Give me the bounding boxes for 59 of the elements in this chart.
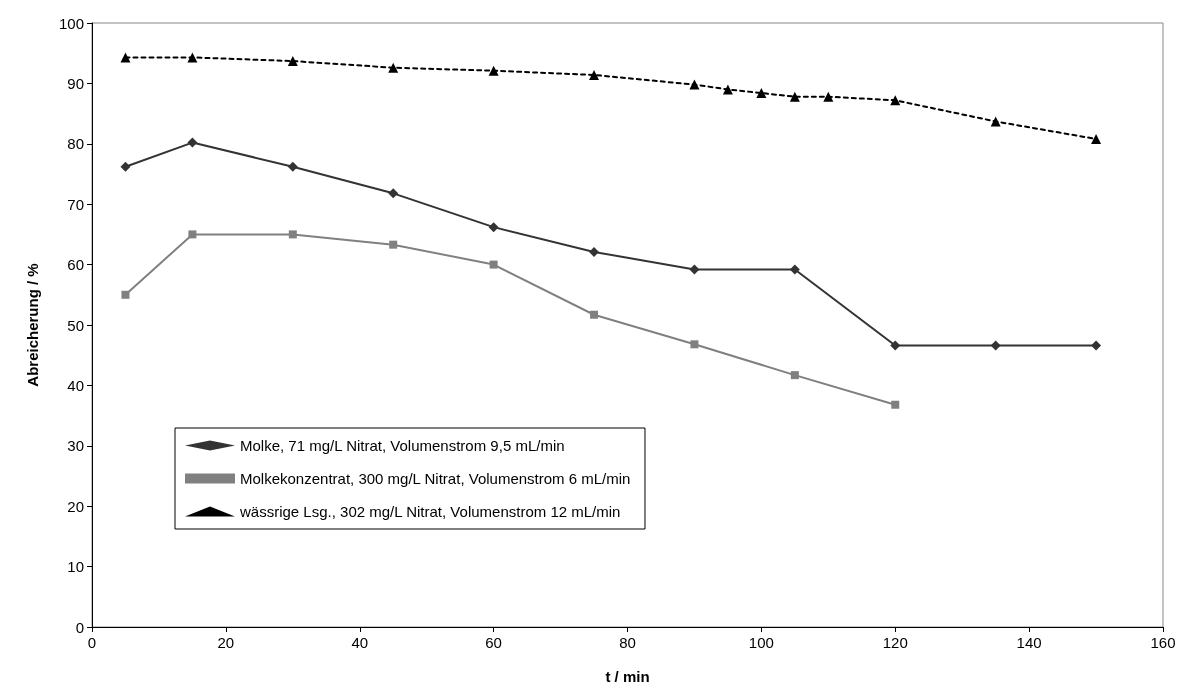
x-tick-label: 80 <box>619 634 636 651</box>
x-tick-label: 100 <box>748 634 774 651</box>
x-axis-title: t / min <box>605 668 650 685</box>
point <box>121 290 130 299</box>
point <box>990 340 1001 351</box>
x-tick-label: 60 <box>485 634 502 651</box>
point <box>388 62 399 73</box>
legend-label: wässrige Lsg., 302 mg/L Nitrat, Volumenstrom 12 mL/min <box>239 503 621 520</box>
point <box>722 84 733 95</box>
x-tick-label: 0 <box>87 634 97 651</box>
point <box>120 52 131 63</box>
point <box>689 264 700 275</box>
point <box>890 340 901 351</box>
x-tick-label: 160 <box>1150 634 1176 651</box>
point <box>891 400 900 409</box>
point <box>823 91 834 102</box>
y-tick-label: 40 <box>67 376 84 394</box>
legend-label: Molkekonzentrat, 300 mg/L Nitrat, Volumenstrom 6 mL/min <box>240 470 631 487</box>
point <box>388 188 399 199</box>
point <box>188 230 197 239</box>
point <box>1091 133 1102 144</box>
y-tick-label: 0 <box>75 618 84 636</box>
point <box>689 79 700 90</box>
y-tick-label: 60 <box>67 256 84 274</box>
x-tick-label: 20 <box>217 634 235 651</box>
point <box>790 371 799 380</box>
legend-label: Molke, 71 mg/L Nitrat, Volumenstrom 9,5 mL/min <box>240 437 565 454</box>
y-tick-label: 80 <box>67 135 84 153</box>
point <box>389 240 398 249</box>
point <box>890 95 901 106</box>
point <box>1091 340 1102 351</box>
point <box>187 52 198 63</box>
y-tick-label: 10 <box>67 558 84 576</box>
point <box>690 340 699 349</box>
point <box>789 91 800 102</box>
point <box>489 260 498 269</box>
y-axis-title: Abreicherung / % <box>24 263 41 387</box>
y-tick-label: 100 <box>58 14 84 32</box>
y-tick-label: 30 <box>67 437 84 455</box>
y-tick-label: 50 <box>67 316 84 334</box>
point <box>590 310 599 319</box>
point <box>789 264 800 275</box>
y-tick-label: 70 <box>67 195 84 213</box>
x-tick-label: 140 <box>1016 634 1042 651</box>
point <box>187 137 198 148</box>
point <box>287 56 298 67</box>
point <box>287 161 298 172</box>
y-tick-label: 20 <box>67 497 84 515</box>
point <box>589 69 600 80</box>
point <box>288 230 297 239</box>
point <box>756 88 767 99</box>
point <box>990 116 1001 127</box>
x-tick-label: 40 <box>351 634 369 651</box>
point <box>488 222 499 233</box>
point <box>488 65 499 76</box>
y-tick-label: 90 <box>67 74 84 92</box>
x-tick-label: 120 <box>882 634 908 651</box>
point <box>120 161 131 172</box>
point <box>589 246 600 257</box>
